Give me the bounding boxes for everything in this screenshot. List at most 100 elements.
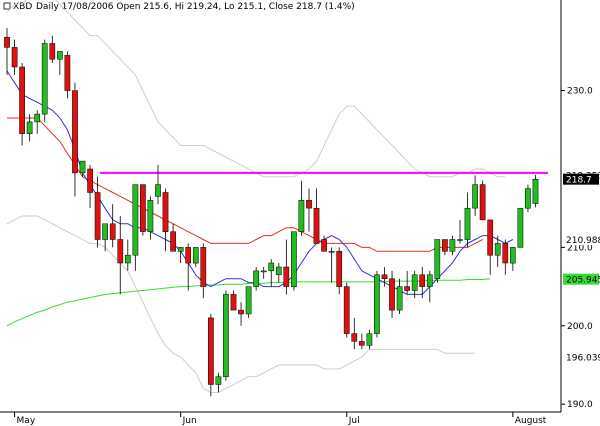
candle (275, 263, 282, 283)
date-tick-label: Jun (182, 416, 197, 426)
candle (170, 223, 176, 252)
price-tag: 218.7 (563, 173, 599, 186)
candles (4, 27, 539, 397)
candle-body (525, 188, 531, 209)
candle (419, 266, 426, 299)
candle (109, 204, 116, 248)
candle (102, 223, 108, 252)
candle (140, 184, 146, 236)
candle-body (419, 274, 426, 287)
candle-body (343, 286, 350, 334)
candle (358, 333, 365, 350)
candle-body (155, 184, 161, 197)
candle-body (509, 247, 516, 264)
candle (517, 207, 524, 248)
candle (155, 165, 161, 205)
candle-body (268, 262, 275, 272)
candle (72, 82, 78, 197)
candle (442, 239, 448, 256)
candle-body (170, 231, 176, 252)
candle-body (19, 66, 25, 134)
candle (4, 27, 10, 75)
candle-body (26, 121, 33, 134)
candle (57, 51, 63, 75)
header-info: Daily 17/08/2006 Open 215.6, Hi 219.24, … (36, 2, 355, 12)
candle-body (147, 200, 154, 232)
candle (381, 266, 388, 287)
candle (223, 290, 229, 381)
candle (208, 314, 214, 397)
candle-body (487, 219, 494, 256)
candle (192, 247, 199, 267)
candle (502, 239, 509, 275)
candle (185, 243, 192, 291)
candle (426, 270, 433, 303)
candle (253, 266, 259, 291)
price-tag-label: 218.7 (566, 176, 592, 186)
candle (494, 235, 501, 267)
price-tag-label: 210.988 (566, 236, 600, 246)
price-tag: 196.039 (563, 351, 600, 363)
candle (117, 216, 124, 295)
candle (291, 231, 297, 291)
candle-body (57, 51, 63, 60)
candle (532, 174, 539, 208)
candle-body (374, 274, 380, 334)
candle (268, 259, 275, 287)
candle-body (532, 178, 539, 204)
header: XBD Daily 17/08/2006 Open 215.6, Hi 219.… (3, 2, 355, 12)
candle (230, 290, 237, 311)
candle (343, 282, 350, 338)
price-tag: 210.988 (563, 234, 600, 246)
candle (396, 278, 403, 314)
candle (283, 239, 290, 295)
candle-body (34, 113, 41, 123)
candle-body (389, 278, 395, 311)
price-tick-label: 200.0 (567, 322, 593, 332)
candle-body (479, 184, 486, 221)
candle (11, 39, 18, 75)
candle (374, 270, 380, 338)
candle-body (381, 274, 388, 279)
candle (313, 188, 320, 244)
header-symbol: XBD (13, 2, 32, 12)
candle-body (72, 90, 78, 174)
candle (132, 184, 139, 271)
candle-body (411, 274, 418, 291)
candle-body (177, 247, 184, 252)
candle (404, 270, 410, 295)
price-tick-label: 230.0 (567, 87, 593, 97)
price-tag-box (563, 351, 599, 363)
candle (260, 266, 267, 279)
candle (177, 247, 184, 264)
candle-body (336, 251, 343, 287)
candle (162, 188, 169, 252)
candle (298, 180, 305, 236)
candle-body (313, 207, 320, 244)
candle (19, 63, 25, 146)
candle-body (351, 333, 358, 342)
candle-body (223, 294, 229, 377)
date-tick-label: May (17, 416, 36, 426)
candle-body (426, 274, 433, 287)
date-axis: May Jun Jul August (0, 411, 561, 426)
candle-body (208, 317, 214, 385)
price-tag-box (563, 173, 599, 185)
candle-body (366, 333, 373, 346)
candle (215, 372, 222, 393)
candle-body (275, 266, 282, 276)
candle (238, 302, 244, 326)
candle-body (472, 184, 478, 209)
candle-body (260, 270, 267, 273)
candle-body (117, 239, 124, 264)
candle (34, 110, 41, 134)
date-tick-label: August (515, 416, 547, 426)
candle (147, 196, 154, 240)
candle-body (79, 160, 86, 174)
band-lower-line (6, 215, 476, 393)
candle (464, 192, 471, 248)
candle-body (132, 184, 139, 256)
candle (479, 180, 486, 221)
price-tag: 205.945 (563, 273, 600, 286)
candle-body (434, 239, 441, 279)
